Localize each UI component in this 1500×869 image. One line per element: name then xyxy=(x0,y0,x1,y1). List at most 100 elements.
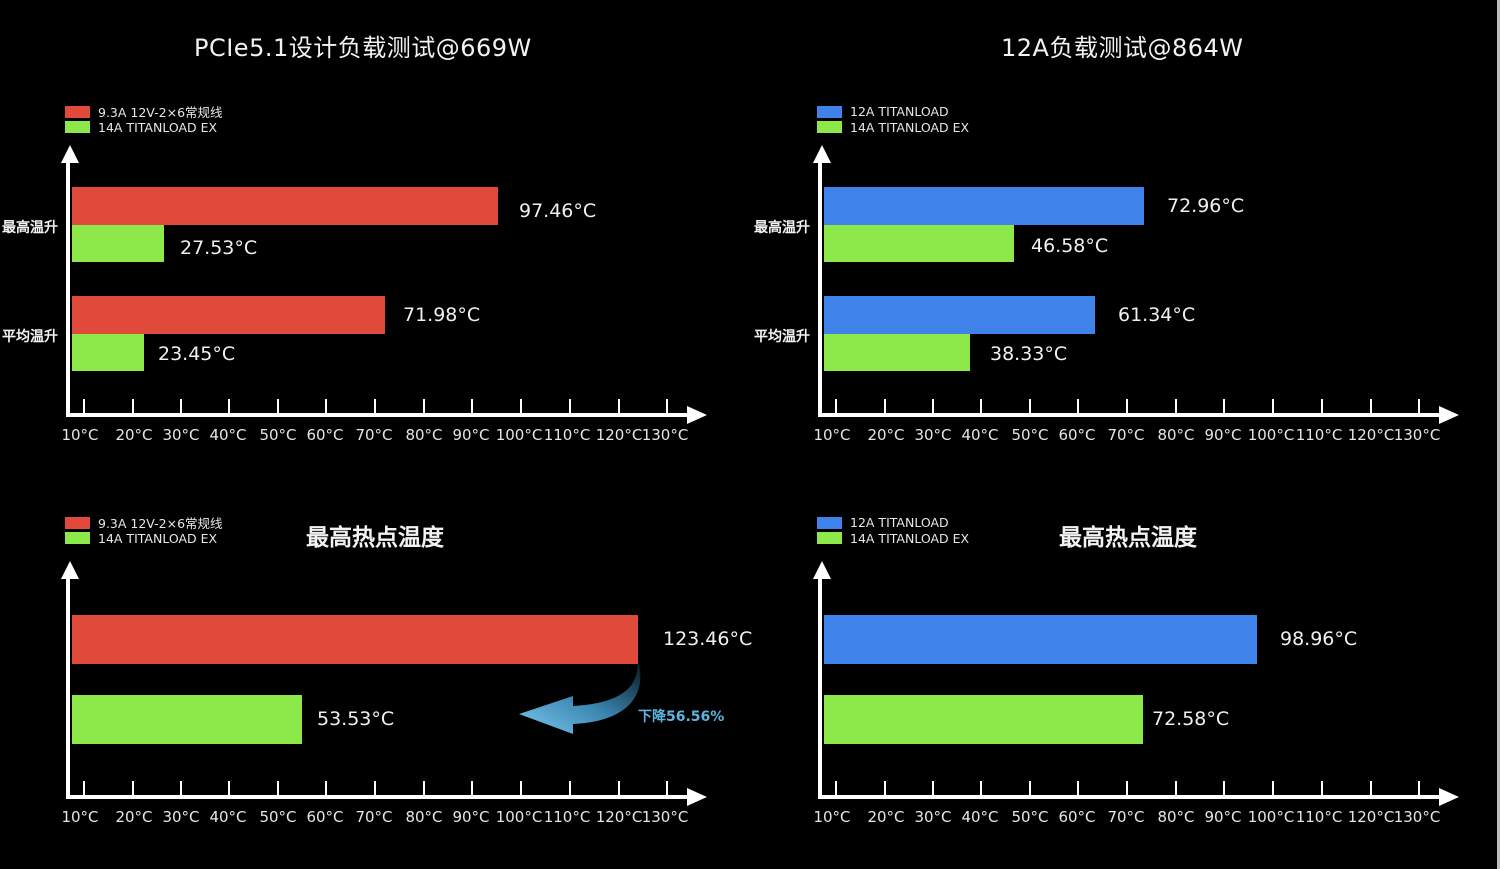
value-label: 46.58°C xyxy=(1031,235,1109,257)
x-tick xyxy=(1418,399,1420,413)
x-tick-label: 50°C xyxy=(1011,808,1049,826)
legend-swatch-red xyxy=(65,516,90,529)
bar-green-avg xyxy=(824,334,970,371)
x-tick xyxy=(277,399,279,413)
x-tick-label: 20°C xyxy=(115,426,153,444)
value-label: 61.34°C xyxy=(1118,304,1196,326)
x-tick-label: 60°C xyxy=(306,426,344,444)
category-label: 最高温升 xyxy=(754,220,810,236)
x-tick-label: 100°C xyxy=(1247,808,1295,826)
value-label: 23.45°C xyxy=(158,343,236,365)
y-axis-arrow-icon xyxy=(61,561,79,579)
right-border xyxy=(1497,0,1500,869)
x-axis-arrow-icon xyxy=(1439,406,1459,424)
x-tick-label: 110°C xyxy=(1295,426,1343,444)
x-tick-label: 70°C xyxy=(1107,808,1145,826)
legend-item: 14A TITANLOAD EX xyxy=(817,120,969,136)
x-tick-label: 30°C xyxy=(162,426,200,444)
legend-swatch-blue xyxy=(817,516,842,529)
decrease-arrow-icon xyxy=(519,664,641,734)
x-axis-arrow-icon xyxy=(1439,788,1459,806)
x-tick-label: 120°C xyxy=(1347,426,1395,444)
x-tick xyxy=(1175,781,1177,795)
legend: 12A TITANLOAD 14A TITANLOAD EX xyxy=(817,515,969,546)
legend-label: 9.3A 12V-2×6常规线 xyxy=(98,516,223,532)
legend-item: 9.3A 12V-2×6常规线 xyxy=(65,104,223,120)
x-tick xyxy=(325,781,327,795)
legend-swatch-green xyxy=(817,121,842,134)
x-tick xyxy=(1077,781,1079,795)
x-tick xyxy=(228,781,230,795)
y-axis-arrow-icon xyxy=(813,561,831,579)
x-tick-label: 40°C xyxy=(209,808,247,826)
legend: 9.3A 12V-2×6常规线 14A TITANLOAD EX xyxy=(65,515,223,546)
x-tick-label: 60°C xyxy=(306,808,344,826)
x-tick-label: 100°C xyxy=(1247,426,1295,444)
category-label: 平均温升 xyxy=(2,329,58,345)
x-tick xyxy=(1029,399,1031,413)
x-tick xyxy=(1223,399,1225,413)
x-tick-label: 120°C xyxy=(1347,808,1395,826)
x-tick xyxy=(423,781,425,795)
x-tick xyxy=(1223,781,1225,795)
x-tick xyxy=(569,399,571,413)
bar-red-hotspot xyxy=(72,615,638,664)
x-tick xyxy=(180,781,182,795)
value-label: 53.53°C xyxy=(317,708,395,730)
x-axis xyxy=(66,413,688,417)
x-tick xyxy=(569,781,571,795)
x-tick-label: 10°C xyxy=(813,808,851,826)
x-tick-label: 10°C xyxy=(813,426,851,444)
x-tick xyxy=(132,781,134,795)
chart-title: PCIe5.1设计负载测试@669W xyxy=(194,34,532,62)
x-tick-label: 50°C xyxy=(259,808,297,826)
x-tick xyxy=(835,781,837,795)
x-tick xyxy=(618,399,620,413)
x-tick xyxy=(180,399,182,413)
x-tick-label: 40°C xyxy=(209,426,247,444)
x-tick-label: 60°C xyxy=(1058,808,1096,826)
legend-swatch-blue xyxy=(817,105,842,118)
x-tick-label: 90°C xyxy=(452,426,490,444)
x-tick-label: 100°C xyxy=(495,808,543,826)
legend-item: 12A TITANLOAD xyxy=(817,104,969,120)
bar-green-max xyxy=(824,225,1014,262)
legend-swatch-red xyxy=(65,105,90,118)
legend-item: 9.3A 12V-2×6常规线 xyxy=(65,515,223,531)
legend-label: 14A TITANLOAD EX xyxy=(850,119,970,135)
legend: 9.3A 12V-2×6常规线 14A TITANLOAD EX xyxy=(65,104,223,135)
x-axis-arrow-icon xyxy=(687,788,707,806)
chart-title: 12A负载测试@864W xyxy=(1001,34,1244,62)
x-axis xyxy=(818,795,1440,799)
value-label: 123.46°C xyxy=(663,628,753,650)
legend-label: 14A TITANLOAD EX xyxy=(850,530,970,546)
bar-blue-max xyxy=(824,187,1144,225)
x-tick xyxy=(228,399,230,413)
x-tick-label: 20°C xyxy=(867,426,905,444)
x-tick-label: 30°C xyxy=(162,808,200,826)
x-tick-label: 110°C xyxy=(1295,808,1343,826)
x-tick-label: 130°C xyxy=(1393,808,1441,826)
legend-swatch-green xyxy=(65,121,90,134)
x-tick xyxy=(1077,399,1079,413)
x-tick xyxy=(374,399,376,413)
y-axis-arrow-icon xyxy=(813,145,831,163)
x-tick xyxy=(1418,781,1420,795)
value-label: 72.58°C xyxy=(1152,708,1230,730)
value-label: 71.98°C xyxy=(403,304,481,326)
bar-green-avg xyxy=(72,334,144,371)
legend-label: 12A TITANLOAD xyxy=(850,104,949,120)
x-tick xyxy=(932,781,934,795)
x-tick xyxy=(277,781,279,795)
x-tick-label: 110°C xyxy=(543,808,591,826)
x-tick-label: 20°C xyxy=(867,808,905,826)
y-axis xyxy=(66,160,70,417)
x-tick-label: 60°C xyxy=(1058,426,1096,444)
x-tick-label: 50°C xyxy=(259,426,297,444)
x-tick xyxy=(1029,781,1031,795)
x-tick-label: 10°C xyxy=(61,808,99,826)
legend-label: 14A TITANLOAD EX xyxy=(98,530,218,546)
x-tick xyxy=(1126,399,1128,413)
bar-green-hotspot xyxy=(72,695,302,744)
x-tick xyxy=(1126,781,1128,795)
